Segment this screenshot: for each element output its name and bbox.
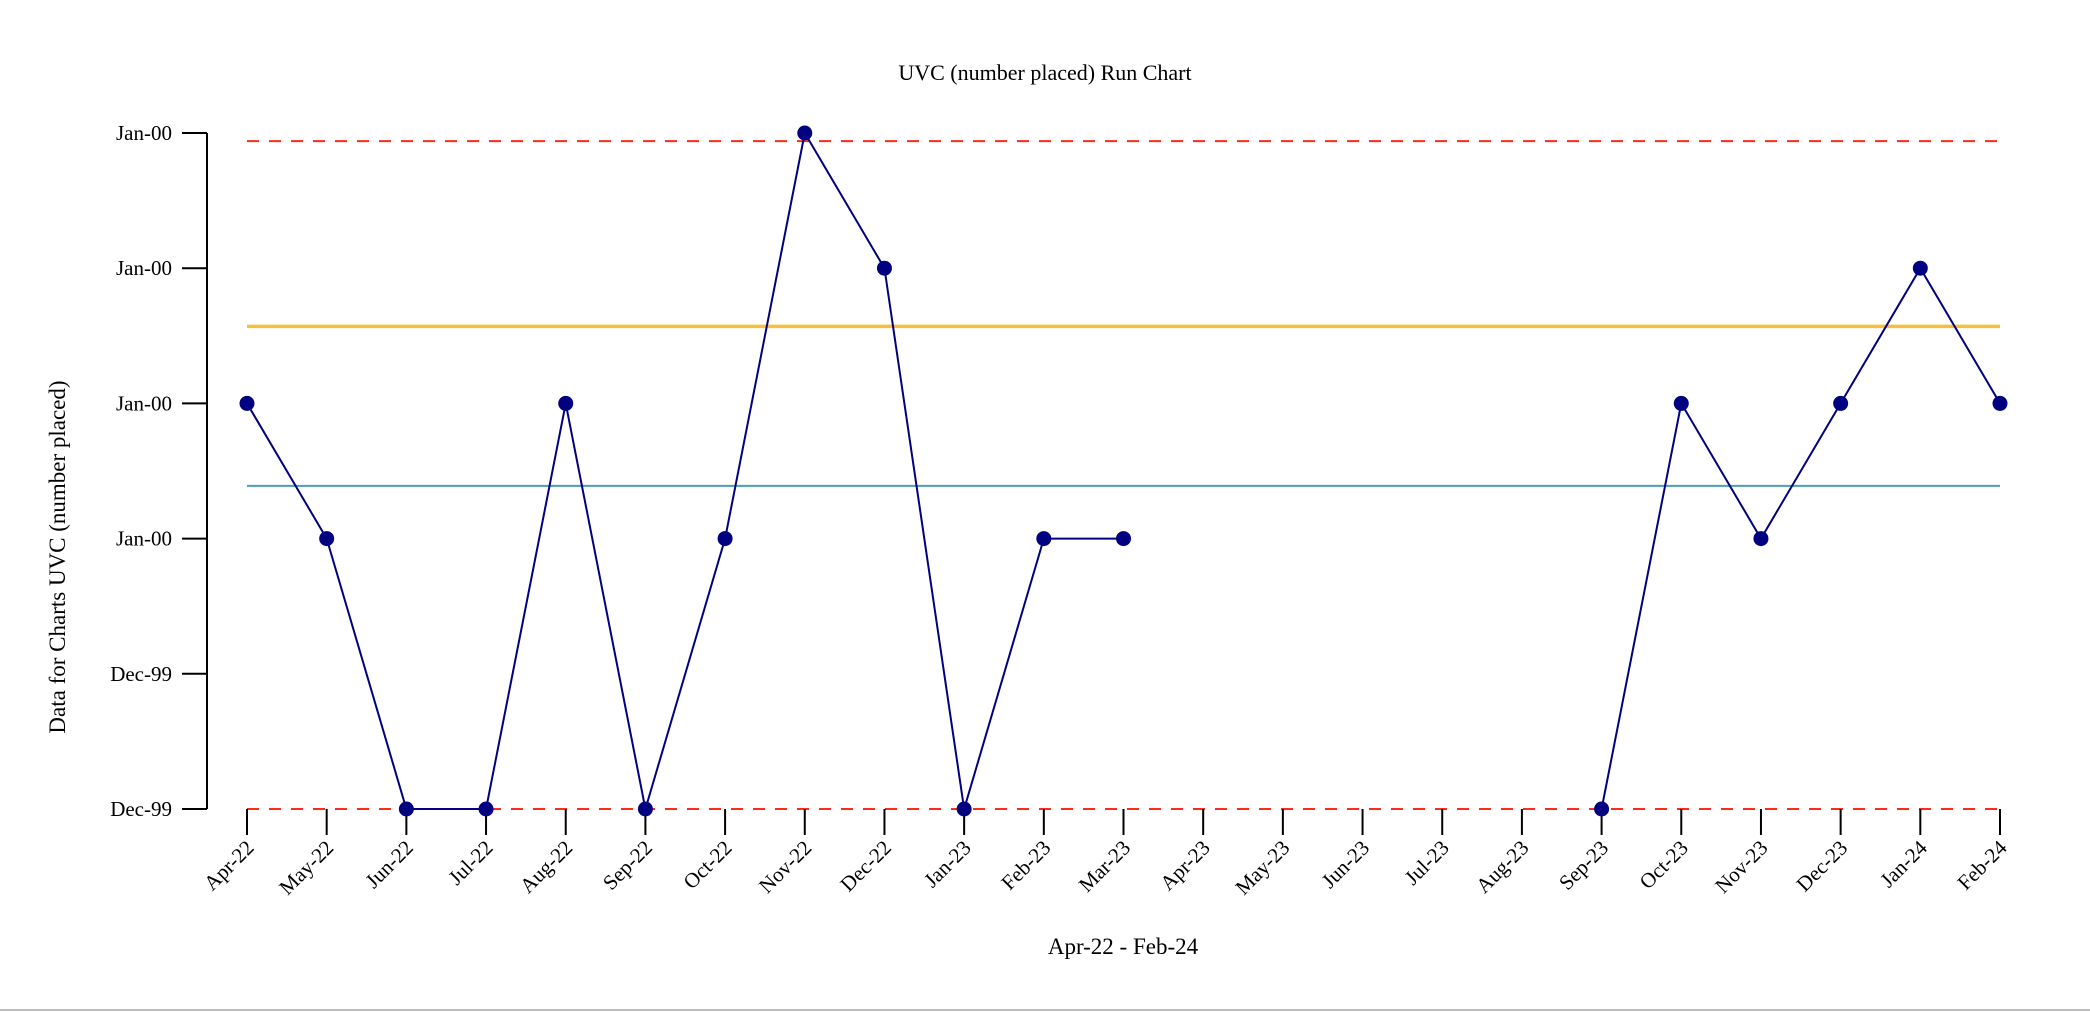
- x-tick-label: Jul-22: [443, 836, 497, 890]
- data-point: [1036, 531, 1052, 547]
- data-point: [876, 260, 892, 276]
- y-tick-label: Jan-00: [116, 256, 172, 280]
- x-tick-label: Mar-23: [1074, 836, 1135, 897]
- data-point: [1992, 395, 2008, 411]
- x-tick-label: Dec-22: [835, 836, 896, 897]
- x-tick-label: Oct-22: [678, 836, 736, 894]
- chart-title: UVC (number placed) Run Chart: [898, 60, 1191, 85]
- x-tick-label: Nov-22: [754, 836, 816, 898]
- data-point: [956, 801, 972, 817]
- x-tick-label: May-23: [1230, 836, 1294, 900]
- data-point: [1673, 395, 1689, 411]
- data-point: [1116, 531, 1131, 547]
- data-point: [1912, 260, 1928, 276]
- data-point: [717, 531, 733, 547]
- y-tick-label: Dec-99: [110, 662, 172, 686]
- x-tick-label: Dec-23: [1791, 836, 1852, 897]
- data-point: [558, 395, 574, 411]
- x-tick-label: Oct-23: [1635, 836, 1693, 894]
- y-tick-label: Jan-00: [116, 391, 172, 415]
- series-line-segment: [1600, 266, 2001, 810]
- x-tick-label: Sep-23: [1554, 836, 1613, 895]
- series-line-segment: [246, 130, 1124, 810]
- x-tick-label: Jan-23: [919, 836, 976, 893]
- x-tick-label: Jan-24: [1875, 835, 1932, 892]
- data-point: [797, 125, 813, 141]
- data-point: [1753, 531, 1769, 547]
- x-tick-label: Jul-23: [1400, 836, 1454, 890]
- data-point: [398, 801, 414, 817]
- y-tick-label: Dec-99: [110, 797, 172, 821]
- x-tick-label: Aug-22: [515, 836, 577, 898]
- data-point: [478, 801, 494, 817]
- data-series: [239, 125, 2008, 817]
- x-axis-title: Apr-22 - Feb-24: [1048, 934, 1199, 959]
- reference-lines: [247, 140, 2000, 810]
- x-tick-label: Apr-22: [199, 836, 259, 896]
- x-tick-label: Nov-23: [1710, 836, 1772, 898]
- y-tick-label: Jan-00: [116, 527, 172, 551]
- x-tick-label: Jun-22: [361, 836, 418, 893]
- data-point: [1594, 801, 1610, 817]
- x-tick-label: Jun-23: [1317, 836, 1374, 893]
- data-point: [239, 395, 255, 411]
- y-tick-label: Jan-00: [116, 121, 172, 145]
- x-tick-label: Feb-24: [1952, 835, 2011, 894]
- y-axis-ticks: Dec-99 Dec-99 Jan-00 Jan-00 Jan-00 Jan-00: [110, 121, 207, 821]
- x-tick-label: Feb-23: [996, 836, 1055, 895]
- x-tick-label: Sep-22: [598, 836, 657, 895]
- x-tick-label: May-22: [274, 836, 338, 900]
- x-tick-label: Apr-23: [1155, 836, 1215, 896]
- x-tick-label: Aug-23: [1471, 836, 1533, 898]
- data-point: [1833, 395, 1849, 411]
- data-point: [319, 531, 335, 547]
- data-point: [637, 801, 653, 817]
- y-axis-title: Data for Charts UVC (number placed): [45, 380, 70, 733]
- x-axis-ticks: Apr-22 May-22 Jun-22 Jul-22 Aug-22 Sep-22 Oct-…: [199, 809, 2012, 900]
